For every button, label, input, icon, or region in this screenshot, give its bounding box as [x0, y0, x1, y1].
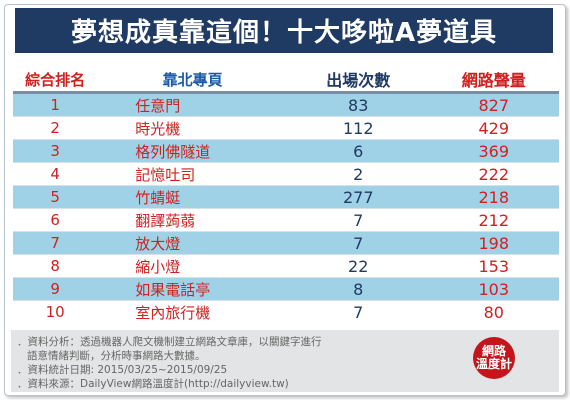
name-cell: 放大燈: [97, 231, 288, 255]
volume-cell: 429: [428, 116, 559, 140]
rank-cell: 1: [13, 92, 98, 117]
rank-cell: 2: [13, 116, 98, 140]
name-cell: 時光機: [97, 116, 288, 140]
count-cell: 8: [287, 277, 429, 301]
note-source: ．資料來源：DailyView網路溫度計(http://dailyview.tw…: [17, 378, 289, 390]
title-banner: 夢想成真靠這個！十大哆啦A夢道具: [15, 8, 553, 53]
name-cell: 格列佛隧道: [97, 139, 288, 163]
rank-cell: 8: [13, 254, 98, 278]
rank-cell: 3: [13, 139, 98, 163]
count-cell: 2: [287, 162, 429, 186]
name-cell: 翻譯蒟蒻: [97, 208, 288, 232]
rank-cell: 6: [13, 208, 98, 232]
rank-cell: 4: [13, 162, 98, 186]
table-row: 4 記憶吐司 2 222: [13, 162, 559, 186]
count-cell: 6: [287, 139, 429, 163]
volume-cell: 198: [428, 231, 559, 255]
volume-cell: 222: [428, 162, 559, 186]
header-count: 出場次數: [287, 67, 429, 94]
count-cell: 22: [287, 254, 429, 278]
table-header-row: 綜合排名 靠北專頁 出場次數 網路聲量: [13, 67, 559, 94]
table-row: 9 如果電話亭 8 103: [13, 277, 559, 301]
table-row: 1 任意門 83 827: [13, 92, 559, 117]
infographic-card: 夢想成真靠這個！十大哆啦A夢道具 綜合排名 靠北專頁 出場次數 網路聲量 1 任…: [4, 4, 566, 396]
footnotes-panel: ．資料分析：透過機器人爬文機制建立網路文章庫，以關鍵字進行 語意情緒判斷，分析時…: [11, 330, 559, 392]
ranking-table: 綜合排名 靠北專頁 出場次數 網路聲量 1 任意門 83 827 2 時光機 1…: [13, 67, 559, 323]
table-row: 7 放大燈 7 198: [13, 231, 559, 255]
name-cell: 如果電話亭: [97, 277, 288, 301]
volume-cell: 218: [428, 185, 559, 209]
volume-cell: 212: [428, 208, 559, 232]
table-row: 2 時光機 112 429: [13, 116, 559, 140]
count-cell: 83: [287, 92, 429, 117]
rank-cell: 10: [13, 300, 98, 323]
name-cell: 竹蜻蜓: [97, 185, 288, 209]
count-cell: 7: [287, 231, 429, 255]
count-cell: 7: [287, 208, 429, 232]
name-cell: 任意門: [97, 92, 288, 117]
volume-cell: 153: [428, 254, 559, 278]
volume-cell: 103: [428, 277, 559, 301]
volume-cell: 827: [428, 92, 559, 117]
count-cell: 277: [287, 185, 429, 209]
count-cell: 112: [287, 116, 429, 140]
header-rank: 綜合排名: [13, 67, 98, 94]
name-cell: 記憶吐司: [97, 162, 288, 186]
name-cell: 縮小燈: [97, 254, 288, 278]
rank-cell: 7: [13, 231, 98, 255]
table-row: 6 翻譯蒟蒻 7 212: [13, 208, 559, 232]
dailyview-logo: 網路 溫度計: [473, 337, 515, 379]
logo-text-line1: 網路: [481, 344, 506, 358]
table-row: 10 室內旅行機 7 80: [13, 300, 559, 323]
volume-cell: 80: [428, 300, 559, 323]
rank-cell: 9: [13, 277, 98, 301]
note-date: ．資料統計日期: 2015/03/25~2015/09/25: [17, 364, 228, 376]
note-analysis: ．資料分析：透過機器人爬文機制建立網路文章庫，以關鍵字進行: [17, 336, 322, 348]
name-cell: 室內旅行機: [97, 300, 288, 323]
volume-cell: 369: [428, 139, 559, 163]
table-row: 3 格列佛隧道 6 369: [13, 139, 559, 163]
count-cell: 7: [287, 300, 429, 323]
rank-cell: 5: [13, 185, 98, 209]
logo-text-line2: 溫度計: [475, 357, 512, 371]
table-row: 5 竹蜻蜓 277 218: [13, 185, 559, 209]
table-row: 8 縮小燈 22 153: [13, 254, 559, 278]
header-name: 靠北專頁: [97, 67, 288, 94]
note-analysis-cont: 語意情緒判斷，分析時事網路大數據。: [27, 350, 206, 362]
header-volume: 網路聲量: [428, 67, 559, 94]
